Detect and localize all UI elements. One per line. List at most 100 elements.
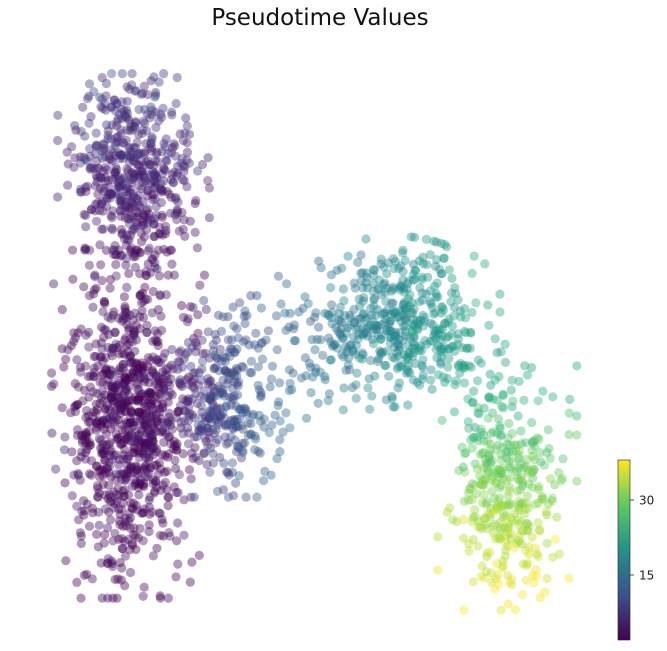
scatter-point xyxy=(117,425,127,435)
scatter-point xyxy=(183,372,193,382)
scatter-point xyxy=(189,374,199,384)
scatter-point xyxy=(107,385,118,395)
scatter-point xyxy=(98,356,108,366)
scatter-point xyxy=(81,222,91,232)
scatter-point xyxy=(494,465,504,475)
scatter-point xyxy=(410,341,420,351)
scatter-point xyxy=(395,282,405,293)
scatter-point xyxy=(431,333,441,343)
scatter-point xyxy=(470,480,480,490)
scatter-point xyxy=(380,278,390,288)
scatter-point xyxy=(124,374,134,384)
scatter-point xyxy=(132,465,142,475)
scatter-point xyxy=(524,521,534,531)
scatter-point xyxy=(112,250,122,260)
scatter-point xyxy=(173,364,183,374)
scatter-point xyxy=(130,222,140,232)
scatter-point xyxy=(138,536,148,546)
scatter-point xyxy=(150,335,160,345)
scatter-point xyxy=(139,481,149,491)
scatter-point xyxy=(179,406,189,416)
scatter-point xyxy=(185,216,195,226)
scatter-point xyxy=(191,452,201,462)
scatter-point xyxy=(234,471,244,481)
scatter-point xyxy=(112,133,122,143)
scatter-point xyxy=(137,220,147,230)
scatter-point xyxy=(86,112,96,122)
scatter-point xyxy=(95,377,105,387)
scatter-point xyxy=(81,330,91,340)
scatter-point xyxy=(342,347,352,357)
scatter-point xyxy=(79,282,89,292)
scatter-point xyxy=(449,311,459,321)
scatter-point xyxy=(138,447,148,457)
scatter-point xyxy=(326,270,336,280)
scatter-point xyxy=(439,305,449,315)
scatter-point xyxy=(436,335,446,345)
scatter-point xyxy=(134,247,145,257)
scatter-point xyxy=(107,559,117,569)
scatter-point xyxy=(102,193,112,204)
scatter-point xyxy=(119,450,129,460)
scatter-point xyxy=(99,324,109,335)
scatter-point xyxy=(144,169,155,180)
scatter-point xyxy=(230,435,240,445)
scatter-point xyxy=(100,530,110,540)
scatter-point xyxy=(485,458,496,468)
scatter-point xyxy=(101,91,111,101)
scatter-point xyxy=(107,347,117,357)
scatter-point xyxy=(443,344,453,354)
scatter-point xyxy=(145,113,155,123)
scatter-point xyxy=(503,501,514,511)
scatter-point xyxy=(492,428,502,438)
scatter-point xyxy=(221,439,231,449)
scatter-point xyxy=(370,265,380,275)
scatter-point xyxy=(105,413,115,423)
scatter-point xyxy=(382,269,392,279)
scatter-point xyxy=(359,293,369,303)
scatter-point xyxy=(246,429,256,440)
scatter-point xyxy=(460,363,470,373)
scatter-point xyxy=(110,241,120,251)
scatter-point xyxy=(149,231,159,241)
scatter-point xyxy=(72,577,82,588)
scatter-point xyxy=(116,475,126,485)
scatter-point xyxy=(499,522,510,533)
scatter-point xyxy=(481,499,491,509)
scatter-point xyxy=(165,432,175,442)
scatter-point xyxy=(116,125,126,135)
scatter-point xyxy=(120,386,130,396)
scatter-point xyxy=(393,383,403,393)
scatter-point xyxy=(201,304,211,315)
scatter-point xyxy=(75,528,85,538)
scatter-point xyxy=(287,385,297,395)
scatter-point xyxy=(183,337,193,348)
scatter-point xyxy=(132,505,142,515)
scatter-point xyxy=(217,356,227,366)
scatter-point xyxy=(223,468,233,478)
scatter-point xyxy=(118,379,128,389)
scatter-point xyxy=(151,476,161,486)
scatter-point xyxy=(81,428,91,438)
scatter-point xyxy=(128,358,138,368)
scatter-point xyxy=(516,426,526,436)
scatter-point xyxy=(492,559,502,569)
scatter-point xyxy=(367,310,377,320)
scatter-point xyxy=(138,217,148,227)
scatter-point xyxy=(229,370,239,380)
scatter-point xyxy=(437,269,447,279)
scatter-point xyxy=(545,453,555,463)
scatter-point xyxy=(114,516,125,526)
scatter-point xyxy=(485,547,495,557)
scatter-point xyxy=(134,360,144,370)
scatter-point xyxy=(426,299,436,309)
scatter-point xyxy=(203,427,213,437)
scatter-point xyxy=(396,261,406,271)
scatter-point xyxy=(107,556,117,566)
scatter-point xyxy=(343,360,353,370)
scatter-point xyxy=(145,159,155,170)
scatter-point xyxy=(108,245,118,255)
scatter-point xyxy=(482,548,492,558)
scatter-point xyxy=(151,210,162,220)
scatter-point xyxy=(351,340,361,350)
